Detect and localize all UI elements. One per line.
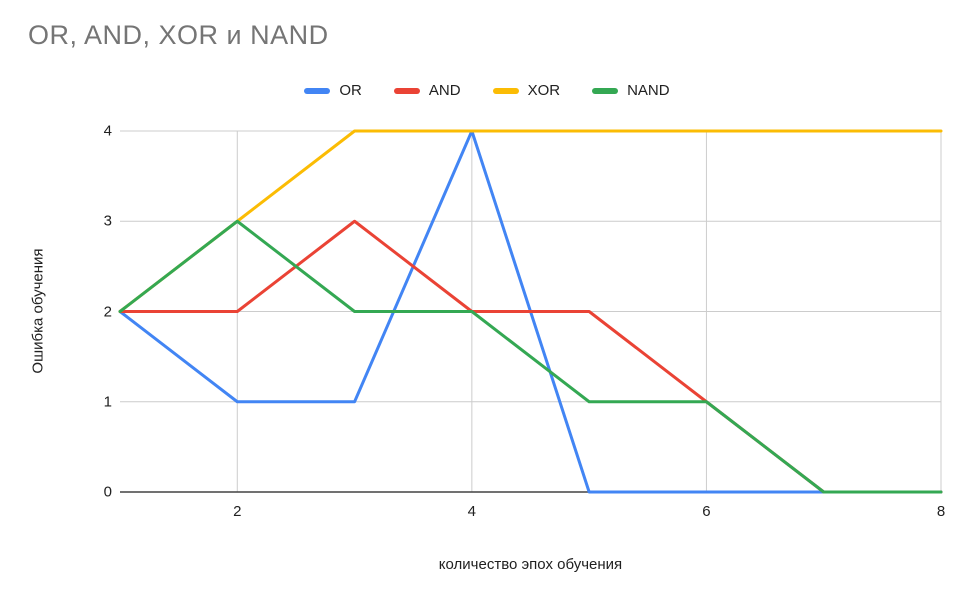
legend-item-nand: NAND: [592, 82, 670, 99]
legend-swatch-or: [304, 87, 331, 94]
x-axis-label: количество эпох обучения: [438, 556, 623, 573]
y-tick-label: 3: [103, 212, 112, 230]
legend-item-and: AND: [393, 82, 461, 99]
legend: OR AND XOR NAND: [0, 82, 974, 99]
legend-item-xor: XOR: [492, 82, 561, 99]
x-tick-label: 2: [233, 503, 242, 520]
series-line-nand: [118, 219, 943, 494]
legend-swatch-and: [393, 87, 420, 94]
legend-label: OR: [339, 82, 362, 99]
legend-label: NAND: [627, 82, 670, 99]
legend-swatch-xor: [492, 87, 519, 94]
legend-label: AND: [428, 82, 461, 99]
y-tick-label: 1: [103, 393, 112, 411]
legend-swatch-nand: [592, 87, 619, 94]
legend-label: XOR: [527, 82, 561, 99]
x-tick-label: 4: [467, 503, 477, 520]
y-tick-label: 0: [103, 483, 112, 501]
y-axis-label: Ошибка обучения: [29, 248, 47, 374]
series-line-xor: [118, 129, 943, 313]
x-tick-label: 6: [702, 503, 711, 520]
chart-title: OR, AND, XOR и NAND: [28, 20, 329, 50]
x-tick-label: 8: [936, 503, 946, 520]
y-tick-label: 2: [103, 303, 112, 320]
y-tick-label: 4: [103, 122, 112, 140]
legend-item-or: OR: [304, 82, 362, 99]
